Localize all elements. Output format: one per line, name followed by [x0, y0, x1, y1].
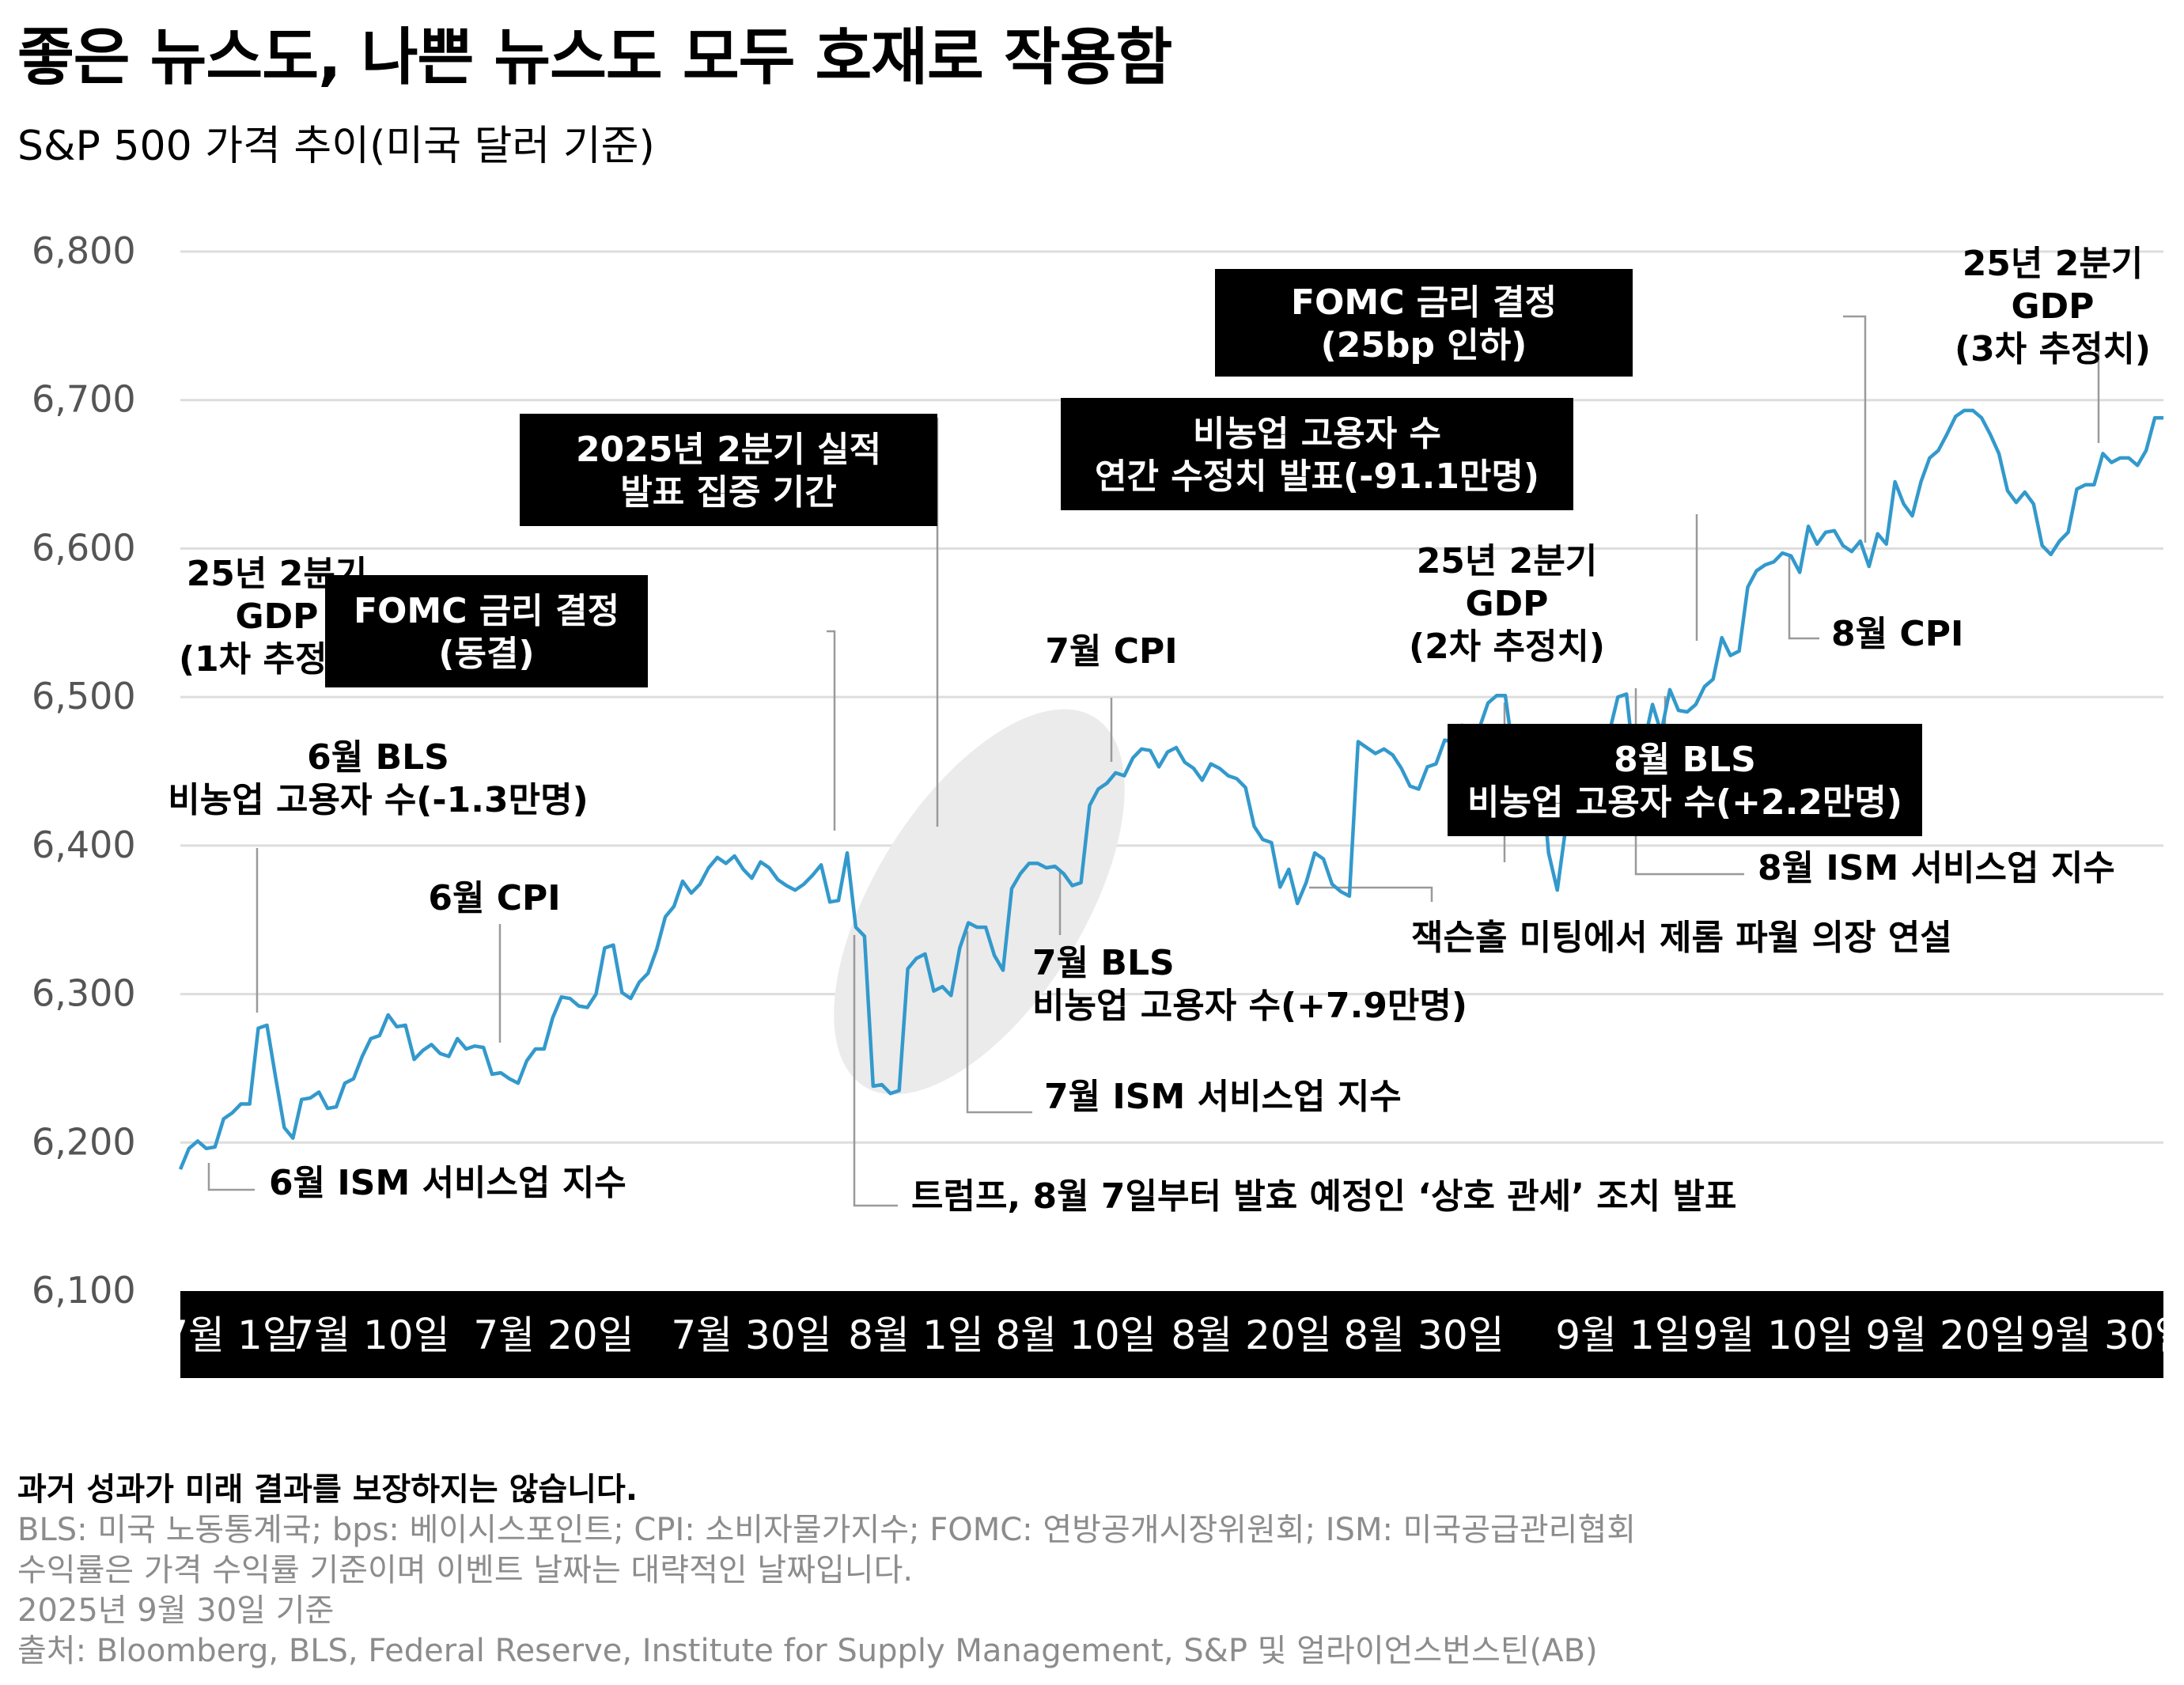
annotation-text: FOMC 금리 결정: [354, 591, 619, 631]
annotation-leader-line: [853, 935, 898, 1207]
y-tick-label: 6,700: [32, 378, 136, 421]
y-tick-label: 6,800: [32, 229, 136, 272]
annotation-fomc1: FOMC 금리 결정(동결): [325, 575, 648, 687]
annotation-text: 7월 ISM 서비스업 지수: [1044, 1077, 1402, 1117]
annotation-text: 비농업 고용자 수(+7.9만명): [1032, 986, 1467, 1026]
x-tick-label: 8월 1일: [848, 1312, 984, 1358]
x-tick-label: 8월 30일: [1343, 1312, 1504, 1358]
as-of-date-text: 2025년 9월 30일 기준: [17, 1592, 335, 1629]
annotation-text: GDP: [1466, 584, 1549, 624]
annotation-tariff: 트럼프, 8월 7일부터 발효 예정인 ‘상호 관세’ 조치 발표: [911, 1176, 1737, 1217]
page-title: 좋은 뉴스도, 나쁜 뉴스도 모두 호재로 작용함: [17, 22, 1172, 93]
annotation-cpi6: 6월 CPI: [428, 878, 560, 918]
source-text: 출처: Bloomberg, BLS, Federal Reserve, Ins…: [17, 1633, 1598, 1669]
annotation-text: 6월 BLS: [307, 737, 449, 778]
annotation-box: [325, 575, 648, 687]
annotation-text: 비농업 고용자 수: [1193, 414, 1441, 454]
annotation-ism7: 7월 ISM 서비스업 지수: [1044, 1077, 1402, 1117]
annotation-box: [1215, 269, 1633, 377]
annotation-leader-line: [966, 931, 1032, 1114]
x-tick-label: 7월 20일: [473, 1312, 634, 1358]
annotation-text: 연간 수정치 발표(-91.1만명): [1095, 456, 1539, 497]
chart-subtitle: S&P 500 가격 추이(미국 달러 기준): [17, 123, 655, 170]
returns-note-text: 수익률은 가격 수익률 기준이며 이벤트 날짜는 대략적인 날짜입니다.: [17, 1552, 914, 1588]
annotation-text: 25년 2분기: [1963, 244, 2144, 284]
annotation-leader-line: [1788, 554, 1819, 640]
annotation-text: 6월 ISM 서비스업 지수: [269, 1163, 626, 1203]
abbreviations-text: BLS: 미국 노동통계국; bps: 베이시스포인트; CPI: 소비자물가지…: [17, 1512, 1637, 1548]
annotation-text: (동결): [438, 634, 534, 674]
annotation-ism8: 8월 ISM 서비스업 지수: [1758, 848, 2115, 888]
x-tick-label: 8월 20일: [1171, 1312, 1331, 1358]
x-axis-label-bar: [180, 1291, 2163, 1378]
annotation-text: (2차 추정치): [1409, 627, 1605, 667]
disclaimer-text: 과거 성과가 미래 결과를 보장하지는 않습니다.: [17, 1471, 638, 1508]
annotation-text: 2025년 2분기 실적: [576, 430, 881, 470]
y-tick-label: 6,500: [32, 675, 136, 718]
y-tick-label: 6,200: [32, 1120, 136, 1163]
annotation-text: 7월 CPI: [1045, 631, 1177, 672]
annotation-cpi8: 8월 CPI: [1831, 614, 1963, 654]
annotation-leader-line: [1843, 315, 1867, 543]
annotation-jackson: 잭슨홀 미팅에서 제롬 파월 의장 연설: [1411, 918, 1952, 958]
annotation-text: 잭슨홀 미팅에서 제롬 파월 의장 연설: [1411, 918, 1952, 958]
sp500-line-chart: 6,800 6,700 6,600 6,500 6,400 6,300 6,200 6,100…: [32, 229, 2184, 1378]
annotation-text: 비농업 고용자 수(+2.2만명): [1467, 782, 1902, 823]
x-tick-label: 9월 20일: [1865, 1312, 2026, 1358]
annotation-text: 6월 CPI: [428, 878, 560, 918]
annotation-fomc2: FOMC 금리 결정(25bp 인하): [1215, 269, 1633, 377]
annotation-box: [1061, 398, 1573, 510]
sp500-series-line: [178, 408, 2163, 1170]
x-tick-label: 7월 30일: [671, 1312, 831, 1358]
annotation-box: [1448, 724, 1922, 836]
annotation-text: 발표 집중 기간: [620, 472, 837, 513]
annotation-text: 8월 BLS: [1614, 740, 1756, 780]
annotation-text: 트럼프, 8월 7일부터 발효 예정인 ‘상호 관세’ 조치 발표: [911, 1176, 1737, 1217]
annotation-cpi7: 7월 CPI: [1045, 631, 1177, 672]
x-tick-label: 7월 1일: [163, 1312, 299, 1358]
annotation-ism6: 6월 ISM 서비스업 지수: [269, 1163, 626, 1203]
x-tick-label: 7월 10일: [289, 1312, 449, 1358]
x-tick-label: 9월 1일: [1555, 1312, 1691, 1358]
annotation-text: (3차 추정치): [1955, 329, 2151, 369]
annotation-text: 8월 ISM 서비스업 지수: [1758, 848, 2115, 888]
annotation-text: FOMC 금리 결정: [1291, 282, 1557, 323]
footnotes: 과거 성과가 미래 결과를 보장하지는 않습니다. BLS: 미국 노동통계국;…: [17, 1470, 1636, 1672]
annotation-revision: 비농업 고용자 수연간 수정치 발표(-91.1만명): [1061, 398, 1573, 510]
annotation-text: 7월 BLS: [1032, 943, 1175, 983]
x-tick-label: 9월 30일: [2030, 1312, 2184, 1358]
x-tick-label: 8월 10일: [995, 1312, 1156, 1358]
annotation-leader-line: [207, 1163, 255, 1191]
y-tick-label: 6,300: [32, 972, 136, 1015]
y-tick-label: 6,600: [32, 526, 136, 569]
annotation-text: GDP: [236, 596, 319, 637]
annotation-text: 비농업 고용자 수(-1.3만명): [168, 780, 588, 820]
annotation-leader-line: [1309, 886, 1433, 902]
annotation-text: GDP: [2012, 286, 2095, 327]
annotation-text: 25년 2분기: [1417, 541, 1598, 581]
y-tick-label: 6,100: [32, 1269, 136, 1312]
y-tick-label: 6,400: [32, 824, 136, 866]
annotation-box: [520, 414, 937, 526]
annotation-leader-line: [827, 630, 836, 831]
annotation-text: 8월 CPI: [1831, 614, 1963, 654]
x-tick-label: 9월 10일: [1693, 1312, 1853, 1358]
annotation-text: (25bp 인하): [1321, 325, 1527, 365]
